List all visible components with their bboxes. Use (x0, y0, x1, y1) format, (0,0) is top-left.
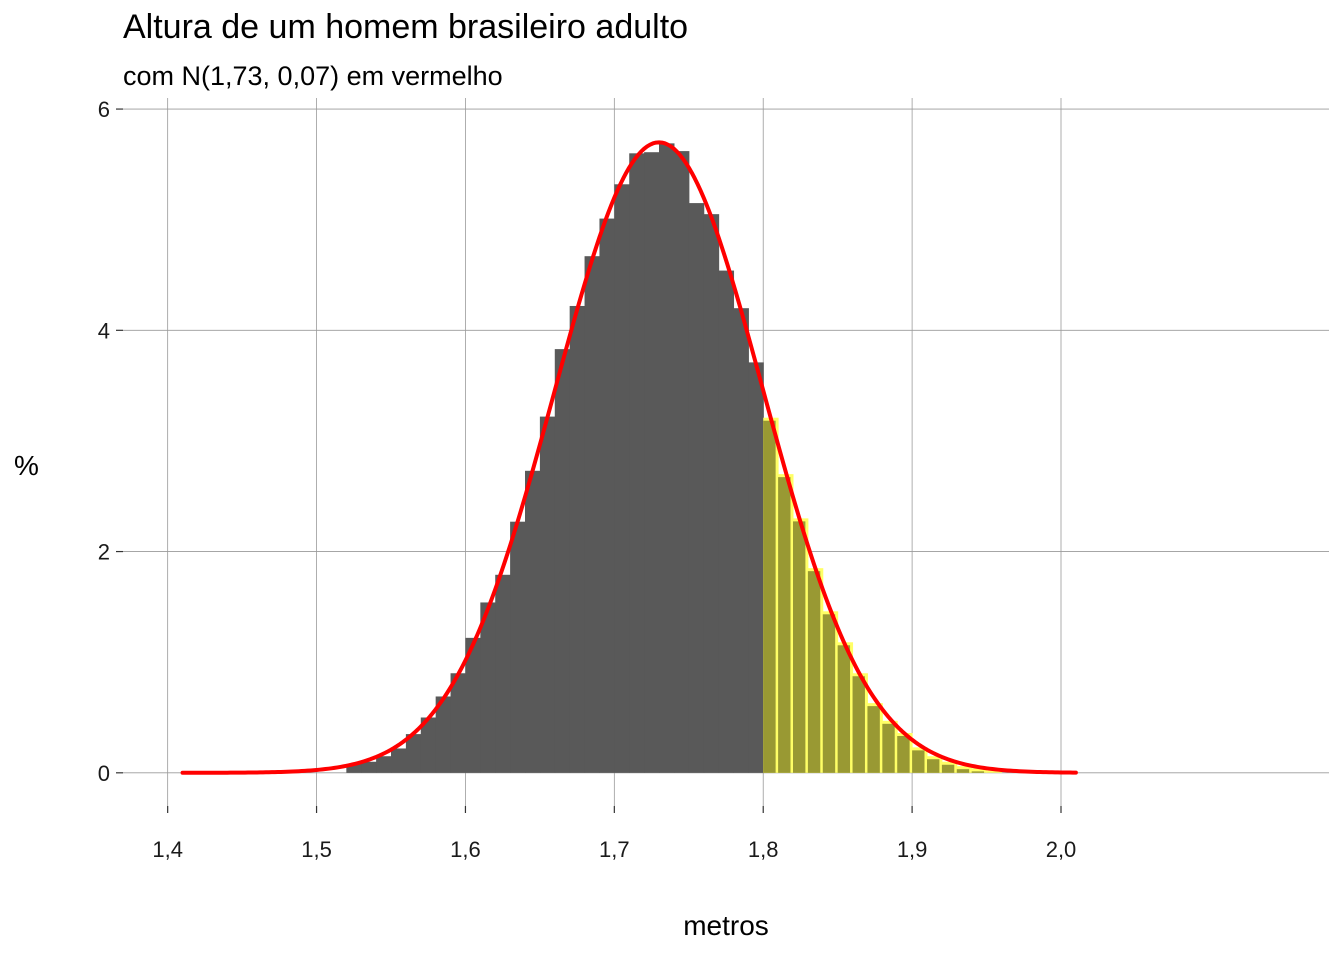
highlight-bar (763, 420, 776, 773)
y-axis-label: % (14, 450, 39, 481)
normal-curve (180, 140, 1078, 775)
histogram-bar (376, 756, 392, 773)
histogram-bar (420, 717, 437, 773)
highlight-bar (867, 706, 880, 773)
highlight-bar (837, 645, 851, 773)
histogram-bar (554, 349, 571, 773)
histogram-bar (569, 305, 586, 773)
highlight-bar (882, 723, 895, 773)
histogram-bars (346, 143, 1002, 773)
highlight-bar (912, 750, 925, 773)
histogram-bar (584, 256, 601, 773)
y-tick-label: 0 (98, 761, 110, 786)
x-axis-label: metros (683, 910, 769, 941)
highlight-bar (807, 571, 821, 773)
histogram-bar (435, 696, 452, 773)
histogram-bar (644, 152, 660, 773)
x-tick-label: 1,9 (897, 837, 928, 862)
histogram-bar (599, 218, 615, 773)
histogram-bar (718, 270, 735, 773)
histogram-bar (465, 637, 481, 773)
histogram-bar (629, 153, 645, 773)
highlight-bar (897, 735, 910, 773)
histogram-bar (525, 470, 541, 773)
histogram-bar (733, 308, 749, 773)
histogram-bar (346, 763, 362, 773)
highlight-bar (941, 764, 955, 773)
chart-subtitle: com N(1,73, 0,07) em vermelho (123, 61, 503, 91)
y-tick-label: 2 (98, 540, 110, 565)
histogram-bar (510, 521, 526, 773)
highlight-bar (778, 477, 791, 773)
axes: 1,4 1,5 1,6 1,7 1,8 1,9 2,0 0 2 4 6 (98, 97, 1077, 862)
x-tick-label: 2,0 (1046, 837, 1077, 862)
highlight-bar (927, 759, 940, 773)
histogram-bar (673, 151, 690, 773)
histogram-bar (405, 734, 422, 773)
x-tick-label: 1,8 (748, 837, 779, 862)
x-tick-label: 1,4 (152, 837, 183, 862)
x-tick-label: 1,7 (599, 837, 630, 862)
highlight-bar (971, 771, 985, 773)
y-tick-label: 6 (98, 97, 110, 122)
highlight-bar (793, 521, 806, 773)
x-tick-label: 1,5 (301, 837, 332, 862)
highlight-bar (822, 614, 836, 773)
chart-title: Altura de um homem brasileiro adulto (123, 8, 689, 46)
y-tick-label: 4 (98, 318, 110, 343)
x-tick-label: 1,6 (450, 837, 481, 862)
histogram-bar (659, 143, 675, 773)
histogram-bar (495, 574, 511, 773)
histogram-bar (480, 602, 496, 773)
histogram-bar (614, 184, 630, 773)
normal-curve-layer (180, 140, 1078, 775)
histogram-bar (748, 362, 764, 773)
highlight-bar-outline (971, 768, 988, 773)
highlight-bar (852, 676, 865, 773)
highlight-bar (956, 769, 970, 773)
histogram-bar (391, 748, 407, 773)
highlight-bar-outline (986, 770, 1002, 773)
histogram-bar (361, 761, 377, 773)
histogram-bar (539, 416, 556, 773)
histogram-bar (703, 214, 720, 773)
histogram-bar (450, 673, 467, 773)
histogram-bar (688, 203, 705, 773)
